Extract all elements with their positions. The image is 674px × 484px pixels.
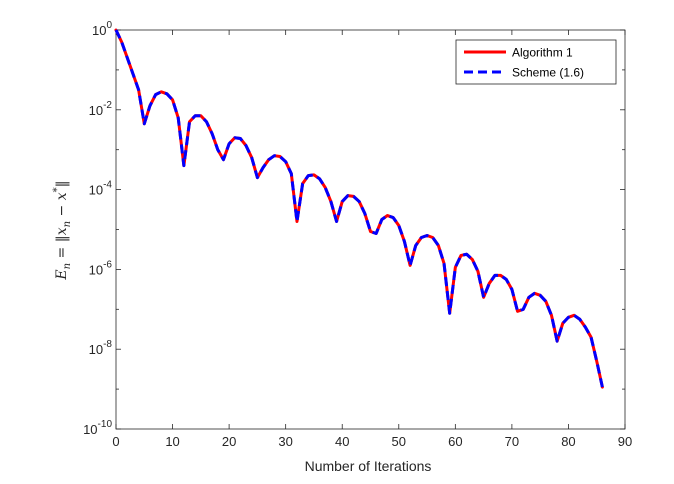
- x-tick-label: 60: [448, 434, 462, 449]
- ylabel-lhs-sub: n: [62, 263, 73, 269]
- x-tick-label: 40: [335, 434, 349, 449]
- y-tick-base: 10: [89, 262, 103, 277]
- y-tick-label: 10-4: [89, 180, 113, 198]
- legend: Algorithm 1 Scheme (1.6): [455, 39, 617, 85]
- y-axis-label: En = ‖xn − x*‖: [52, 180, 73, 280]
- legend-label-scheme-1-6: Scheme (1.6): [512, 66, 584, 80]
- series-lines: [114, 28, 604, 389]
- y-tick-label: 10-10: [83, 419, 112, 437]
- y-tick-exponent: -4: [103, 180, 112, 191]
- y-tick-base: 10: [89, 342, 103, 357]
- legend-box: [455, 39, 617, 85]
- x-tick-label: 10: [165, 434, 179, 449]
- y-tick-exponent: -2: [103, 100, 112, 111]
- y-tick-base: 10: [83, 422, 97, 437]
- x-tick-label: 90: [618, 434, 632, 449]
- y-tick-label: 100: [92, 20, 112, 38]
- y-tick-exponent: 0: [106, 20, 112, 31]
- x-tick-label: 50: [392, 434, 406, 449]
- y-tick-label: 10-6: [89, 259, 113, 277]
- y-tick-base: 10: [89, 103, 103, 118]
- ylabel-minus: −: [54, 200, 70, 221]
- ylabel-close: ‖: [54, 180, 70, 187]
- ylabel-x1: x: [54, 227, 70, 235]
- y-tick-base: 10: [92, 23, 106, 38]
- series-line-scheme-1-6: [114, 29, 604, 388]
- ylabel-lhs: E: [54, 269, 70, 280]
- ylabel-x1-sub: n: [62, 221, 73, 227]
- legend-label-algorithm-1: Algorithm 1: [512, 46, 573, 60]
- x-tick-label: 30: [278, 434, 292, 449]
- y-tick-base: 10: [89, 183, 103, 198]
- y-tick-label: 10-2: [89, 100, 113, 118]
- y-tick-exponent: -6: [103, 259, 112, 270]
- x-tick-label: 0: [112, 434, 119, 449]
- x-tick-label: 70: [505, 434, 519, 449]
- ylabel-x2: x: [54, 192, 70, 200]
- y-tick-label: 10-8: [89, 339, 113, 357]
- ylabel-x2-sup: *: [52, 187, 63, 192]
- x-axis-ticks: 0 10 20 30 40 50 60 70 80 90: [112, 30, 632, 449]
- x-tick-label: 20: [222, 434, 236, 449]
- y-tick-exponent: -10: [98, 419, 113, 430]
- x-axis-label: Number of Iterations: [305, 458, 432, 474]
- ylabel-eq: = ‖: [54, 235, 70, 263]
- x-tick-label: 80: [561, 434, 575, 449]
- y-tick-exponent: -8: [103, 339, 112, 350]
